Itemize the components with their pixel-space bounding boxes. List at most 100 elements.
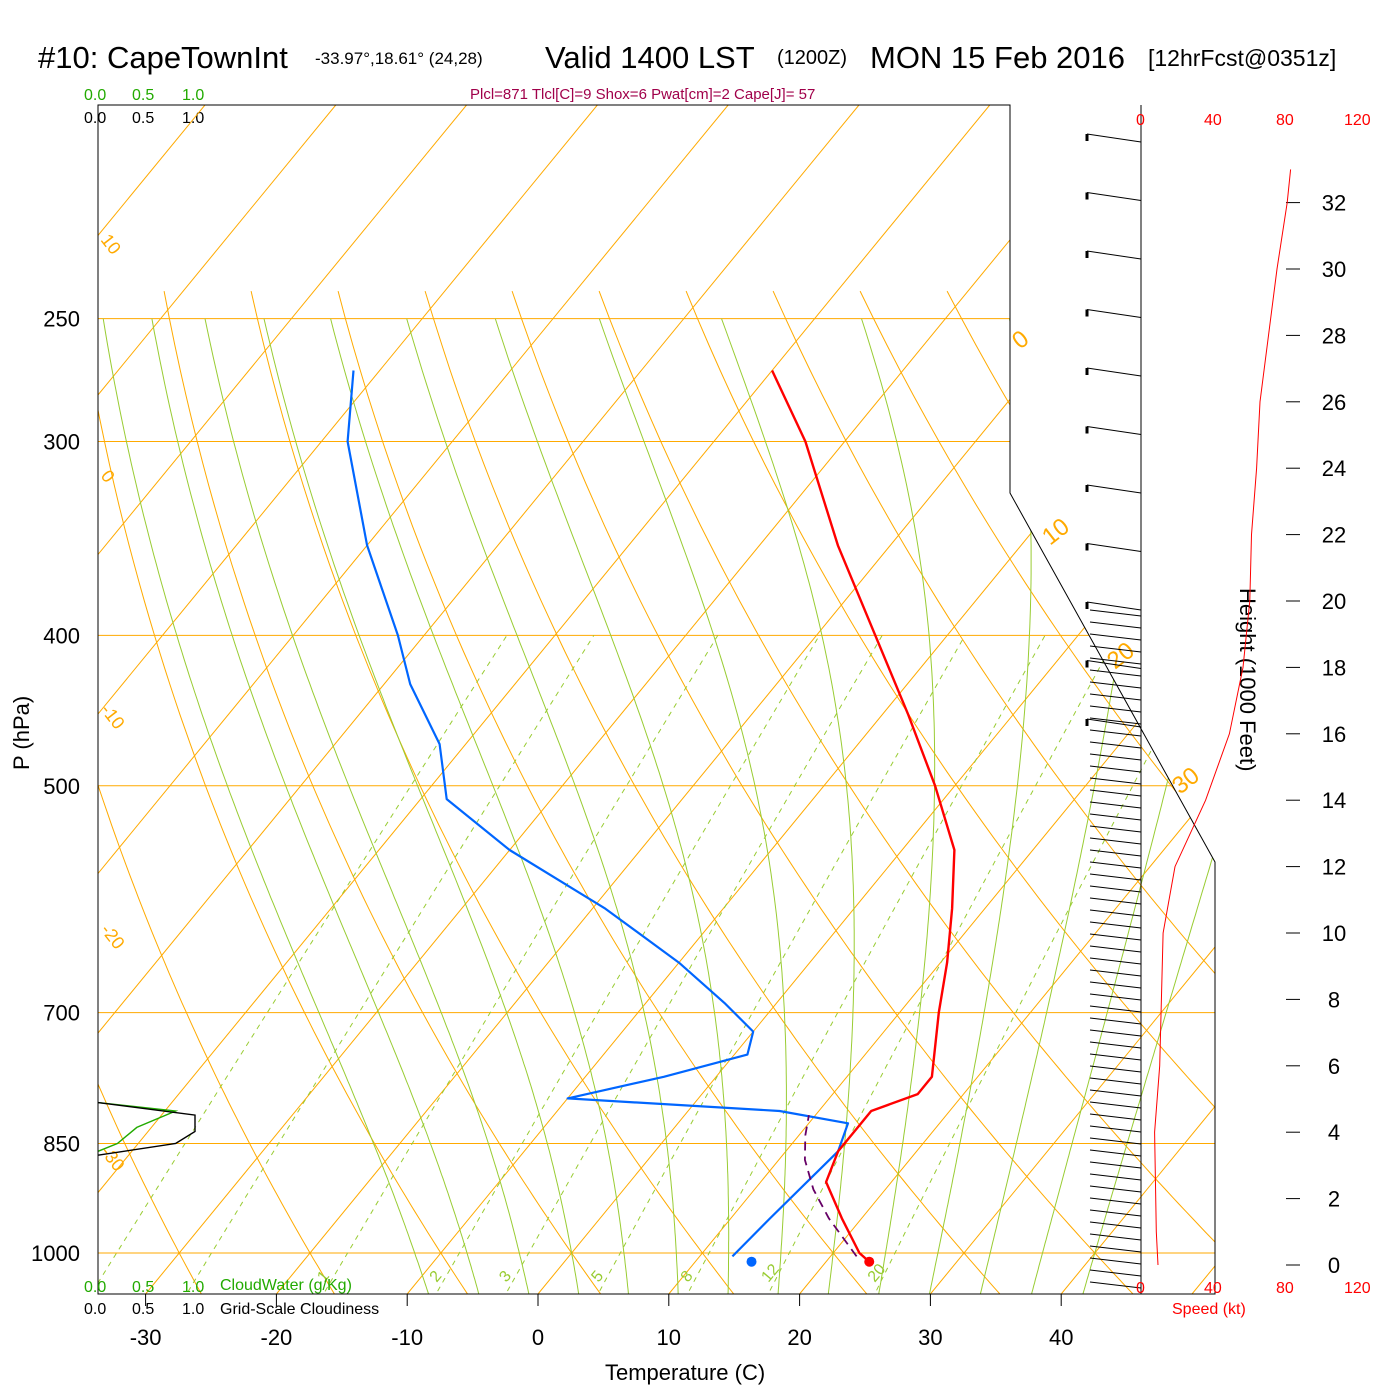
wind-barb (1089, 801, 1142, 809)
speed-bottom-tick-1: 40 (1204, 1280, 1222, 1297)
mixing-ratio-label: 2 (427, 1268, 446, 1286)
x-tick-label: -10 (391, 1325, 423, 1350)
top-green-tick-0: 0.0 (84, 87, 106, 104)
temperature-axis: -30 -20 -10 0 10 20 30 40 (130, 1294, 1073, 1350)
y-axis-label: P (hPa) (9, 696, 34, 770)
isotherm-label: 0 (1007, 325, 1034, 355)
wind-barb (1089, 1065, 1142, 1073)
wind-barb (1089, 1089, 1142, 1097)
speed-bottom-tick-3: 120 (1344, 1280, 1371, 1297)
dry-adiabat-line (98, 291, 350, 1294)
mixing-ratio-label: 8 (678, 1268, 697, 1286)
top-green-tick-2: 1.0 (182, 87, 204, 104)
plot-frame (97, 104, 1216, 1295)
mixing-ratio-line (309, 635, 719, 1294)
moist-adiabat-line (204, 318, 535, 1294)
moist-adiabat-line (263, 318, 583, 1294)
isotherm-label: -30 (97, 1142, 129, 1175)
y2-axis-label: Height (1000 Feet) (1235, 588, 1260, 771)
height-tick-label: 32 (1322, 191, 1346, 216)
isotherm-line (98, 105, 991, 1294)
isotherm-line (98, 105, 467, 1294)
wind-barb (1086, 192, 1142, 201)
height-tick-label: 0 (1328, 1253, 1340, 1278)
wind-barb (1089, 1233, 1142, 1241)
dry-adiabat-line (598, 290, 1215, 1294)
speed-axis-label: Speed (kt) (1172, 1301, 1246, 1318)
wind-barb (1089, 1161, 1142, 1169)
wind-barb (1089, 909, 1142, 917)
wind-barb (1089, 1005, 1142, 1013)
bottom-black-tick-1: 0.5 (132, 1301, 154, 1318)
p-tick-label: 400 (43, 623, 80, 648)
wind-barb (1089, 633, 1142, 641)
wind-barb (1086, 309, 1142, 318)
bottom-black-tick-2: 1.0 (182, 1301, 204, 1318)
forecast-info: [12hrFcst@0351z] (1148, 45, 1336, 71)
height-tick-label: 12 (1322, 855, 1346, 880)
surface-dewpoint-marker (746, 1256, 757, 1267)
mixing-ratio-label: 3 (496, 1268, 515, 1286)
x-tick-label: 40 (1049, 1325, 1073, 1350)
wind-barb (1089, 897, 1142, 905)
wind-barb (1089, 1053, 1142, 1061)
wind-barb (1089, 1257, 1142, 1265)
bottom-cloudiness-scale: 0.0 0.5 1.0 Grid-Scale Cloudiness (84, 1301, 379, 1318)
wind-barb (1086, 543, 1142, 552)
speed-top-tick-3: 120 (1344, 112, 1371, 129)
wind-barb (1086, 250, 1142, 260)
p-tick-label: 700 (43, 1001, 80, 1026)
dry-adiabat-line (98, 291, 215, 1294)
isotherm-label: 30 (1167, 762, 1205, 800)
height-tick-label: 8 (1328, 987, 1340, 1012)
wind-barb (1089, 837, 1142, 845)
isotherm-label: 10 (1037, 513, 1075, 551)
profiles (97, 369, 956, 1267)
p-tick-label: 500 (43, 774, 80, 799)
isotherm-line (98, 105, 860, 1294)
mixing-ratio-label: 5 (588, 1268, 607, 1286)
wind-barb (1086, 601, 1142, 611)
top-black-tick-0: 0.0 (84, 110, 106, 127)
wind-barb (1089, 981, 1142, 989)
wind-barb (1089, 765, 1142, 773)
diagram-grid (98, 105, 1215, 1294)
top-black-tick-1: 0.5 (132, 110, 154, 127)
x-tick-label: 20 (787, 1325, 811, 1350)
moist-adiabat-line (151, 318, 486, 1294)
moist-adiabat-line (1024, 318, 1215, 1294)
height-tick-label: 4 (1328, 1120, 1340, 1145)
sounding-parameters: Plcl=871 Tlcl[C]=9 Shox=6 Pwat[cm]=2 Cap… (470, 86, 815, 103)
moist-adiabat-line (494, 318, 730, 1294)
x-tick-label: -30 (130, 1325, 162, 1350)
mixing-ratio-line (862, 635, 1213, 1294)
height-tick-label: 24 (1322, 456, 1346, 481)
wind-speed-line (1154, 169, 1292, 1266)
height-tick-label: 14 (1322, 788, 1346, 813)
dry-adiabat-line (250, 290, 753, 1294)
mixing-ratio-line (674, 635, 1046, 1294)
p-tick-label: 250 (43, 307, 80, 332)
height-tick-label: 20 (1322, 589, 1346, 614)
dry-adiabat-line (337, 290, 887, 1294)
height-tick-label: 28 (1322, 323, 1346, 348)
bottom-cloudwater-scale: 0.0 0.5 1.0 CloudWater (g/Kg) (84, 1277, 352, 1296)
parcel-line (804, 1114, 858, 1257)
surface-temperature-marker (864, 1256, 875, 1267)
wind-barb (1089, 1137, 1142, 1145)
isotherm-line (537, 105, 1215, 1294)
wind-barb (1089, 1101, 1142, 1109)
height-tick-label: 22 (1322, 523, 1346, 548)
dry-adiabat-line (772, 290, 1215, 1294)
mixing-ratio-line (755, 635, 1118, 1294)
moist-adiabat-line (330, 318, 631, 1294)
wind-barb (1089, 1017, 1142, 1025)
bottom-green-tick-1: 0.5 (132, 1279, 154, 1296)
speed-bottom-tick-0: 0 (1136, 1280, 1145, 1297)
wind-barb (1089, 681, 1142, 689)
mixing-ratio-line (422, 635, 820, 1294)
x-axis-label: Temperature (C) (605, 1360, 765, 1385)
temperature-line (771, 369, 956, 1263)
